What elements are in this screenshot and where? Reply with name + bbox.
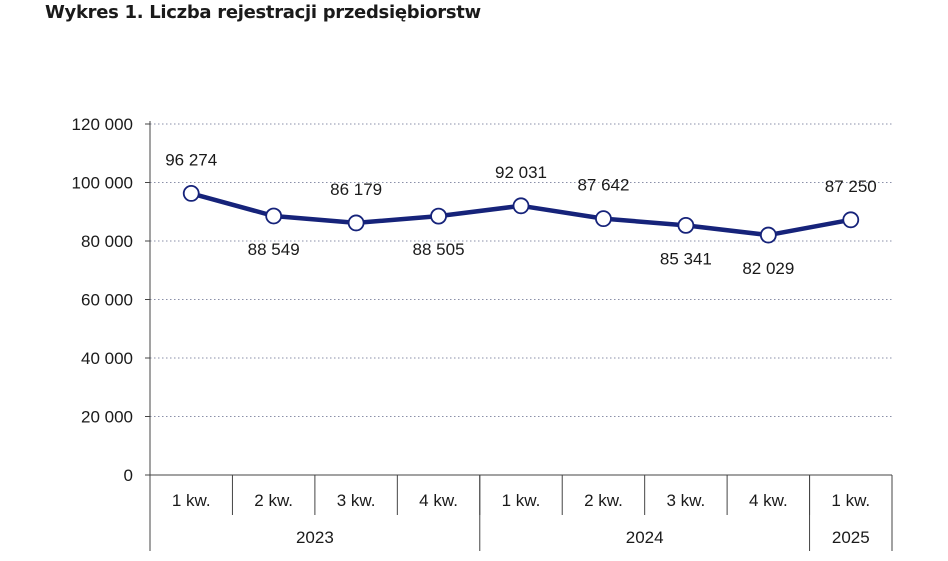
data-point [347, 214, 365, 232]
data-point [512, 197, 530, 215]
y-axis-tick-labels: 0 20 000 40 000 60 000 80 000 100 000 120 000 [72, 115, 133, 485]
data-point [677, 216, 695, 234]
x-axis-categories: 1 kw. 2 kw. 3 kw. 4 kw. 1 kw. 2 kw. 3 kw. 4 kw.… [172, 491, 870, 547]
y-tick-label: 120 000 [72, 115, 133, 134]
data-point [842, 211, 860, 229]
axes [145, 121, 893, 551]
category-label: 1 kw. [831, 491, 870, 510]
data-label: 85 341 [660, 249, 712, 268]
category-label: 1 kw. [172, 491, 211, 510]
data-point [182, 184, 200, 202]
data-label: 87 642 [577, 176, 629, 195]
data-label: 92 031 [495, 163, 547, 182]
group-label: 2024 [626, 528, 664, 547]
category-label: 4 kw. [749, 491, 788, 510]
data-label: 86 179 [330, 180, 382, 199]
y-tick-label: 80 000 [81, 232, 133, 251]
group-label: 2023 [296, 528, 334, 547]
data-labels: 96 274 88 549 86 179 88 505 92 031 87 642 85 3… [165, 150, 877, 278]
category-label: 2 kw. [584, 491, 623, 510]
category-label: 1 kw. [502, 491, 541, 510]
data-label: 88 549 [248, 240, 300, 259]
data-point [759, 226, 777, 244]
y-tick-label: 100 000 [72, 174, 133, 193]
category-label: 3 kw. [337, 491, 376, 510]
y-tick-label: 60 000 [81, 291, 133, 310]
data-label: 88 505 [413, 240, 465, 259]
data-point [265, 207, 283, 225]
chart-title: Wykres 1. Liczba rejestracji przedsiębio… [45, 2, 481, 23]
y-tick-label: 20 000 [81, 408, 133, 427]
category-label: 3 kw. [667, 491, 706, 510]
data-markers [182, 184, 860, 244]
data-point [430, 207, 447, 225]
data-point [595, 210, 612, 228]
y-tick-label: 40 000 [81, 349, 133, 368]
category-label: 2 kw. [254, 491, 293, 510]
data-label: 96 274 [165, 150, 217, 169]
data-label: 87 250 [825, 177, 877, 196]
group-label: 2025 [832, 528, 870, 547]
y-tick-label: 0 [124, 466, 133, 485]
category-label: 4 kw. [419, 491, 458, 510]
data-label: 82 029 [742, 259, 794, 278]
